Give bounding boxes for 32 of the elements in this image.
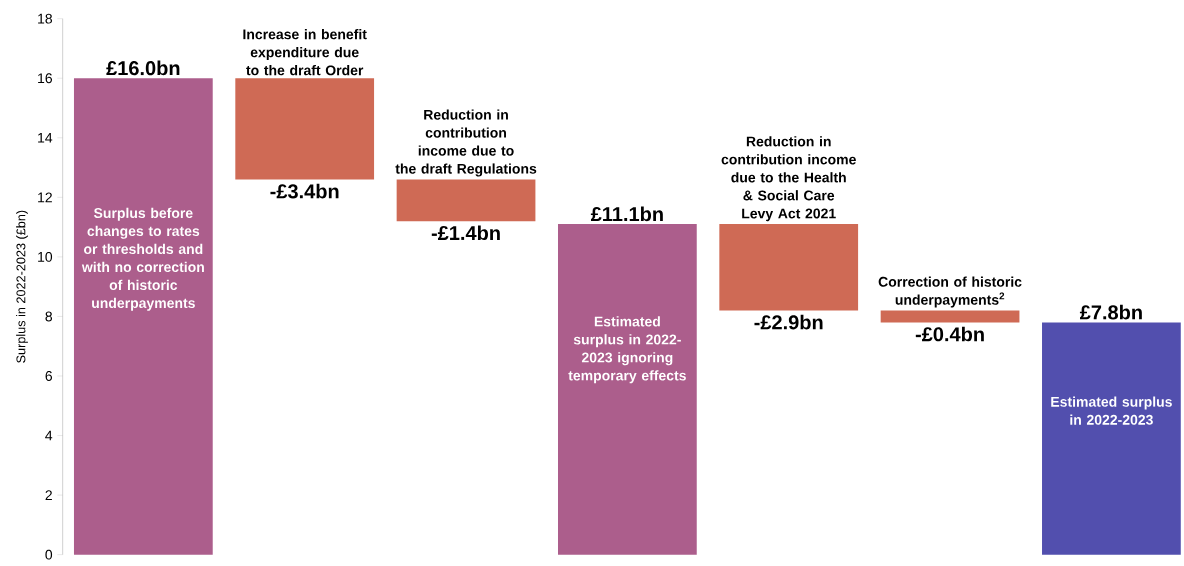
data-label: £16.0bn: [106, 60, 180, 76]
y-tick-label: 18: [38, 13, 53, 24]
bar: [1042, 322, 1181, 555]
x-tick-label: Reduction in contribution income due to the Health & Social Care Levy Act 2021: [721, 136, 856, 222]
y-tick-label: 12: [38, 192, 52, 203]
y-tick-label: 2: [45, 490, 52, 500]
x-tick-label: Increase in benefit expenditure due to the draft Order: [243, 29, 367, 76]
data-label: £7.8bn: [1079, 304, 1142, 320]
x-tick-label: Correction of historic underpayments$^{2}$: [878, 276, 1022, 308]
bar: [558, 224, 697, 555]
data-label: -£1.4bn: [431, 225, 500, 241]
y-tick-label: 6: [45, 371, 53, 381]
bar: [719, 224, 859, 311]
data-label: £11.1bn: [590, 206, 663, 222]
bar: [880, 310, 1020, 323]
x-tick-label: Estimated surplus in 2022-2023 ignoring temporary effects: [568, 316, 686, 384]
y-tick-label: 10: [38, 251, 53, 262]
x-tick-label: Reduction in contribution income due to the draft Regulations: [395, 109, 537, 177]
x-tick-label: Surplus before changes to rates or thresholds and with no correction of historic underpayments: [81, 207, 204, 311]
data-label: -£2.9bn: [754, 314, 823, 330]
data-label: -£0.4bn: [915, 326, 984, 342]
x-tick-label: Estimated surplus in 2022-2023: [1051, 396, 1172, 425]
y-tick-label: 0: [45, 549, 53, 560]
y-tick-label: 16: [38, 73, 53, 84]
data-label: -£3.4bn: [270, 183, 339, 199]
y-tick-label: 8: [45, 311, 53, 322]
y-axis-title: Surplus in 2022-2023 (£bn): [16, 210, 28, 363]
y-tick-label: 14: [38, 132, 53, 143]
bar: [235, 78, 375, 180]
y-tick-label: 4: [45, 430, 53, 441]
bar: [396, 179, 536, 222]
bar: [73, 78, 213, 555]
